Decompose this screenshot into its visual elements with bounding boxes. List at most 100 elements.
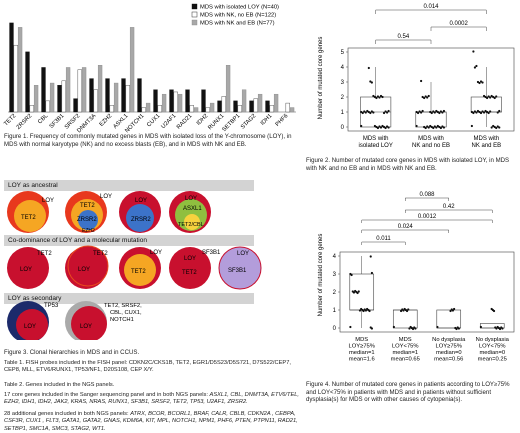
bar xyxy=(221,96,226,113)
bar xyxy=(269,105,274,113)
data-point xyxy=(470,110,473,114)
median-mean-label: median=1 xyxy=(392,350,418,356)
p-value-label: 0.0002 xyxy=(449,21,468,27)
data-point xyxy=(442,109,446,113)
clone-label: TET2, SRSF2, xyxy=(104,303,142,309)
x-tick-label: U2AF1 xyxy=(160,113,177,130)
p-bracket xyxy=(375,9,487,14)
data-point xyxy=(392,325,395,329)
p-value-label: 0.088 xyxy=(419,192,435,198)
plot-frame xyxy=(347,47,515,132)
data-point xyxy=(369,326,372,329)
x-tick-label: PHF6 xyxy=(275,113,290,128)
bar xyxy=(217,100,222,113)
data-point xyxy=(498,109,501,113)
median-mean-label: median=0 xyxy=(479,350,505,356)
x-tick-label: RAD21 xyxy=(176,113,193,130)
bar xyxy=(177,93,183,113)
clone-label: LOY xyxy=(185,196,197,202)
fig3-section-codominance: Co-dominance of LOY and a molecular muta… xyxy=(4,235,254,246)
bar xyxy=(65,67,71,113)
x-group-label: LOY≥75% xyxy=(436,344,462,350)
bar xyxy=(285,102,290,113)
y-tick-label: 0 xyxy=(333,326,337,332)
clone-label: LOY xyxy=(237,251,249,257)
bar xyxy=(289,107,295,113)
codom-1: TET2 LOY xyxy=(7,247,52,289)
fig2-caption: Figure 2. Number of mutated core genes i… xyxy=(306,157,510,172)
x-group-label: LOY≥75% xyxy=(349,344,375,350)
x-tick-label: TET2 xyxy=(3,113,17,127)
median-mean-label: median=0 xyxy=(436,350,462,356)
data-point xyxy=(363,308,366,311)
data-point xyxy=(441,125,444,128)
codom-5: SF3B1 LOY xyxy=(218,246,262,290)
bar xyxy=(41,67,46,113)
clone-loy-tet2-zrsr2-ezh2: LOY TET2 ZRSR2 EZH2 xyxy=(65,191,112,234)
p-value-label: 0.024 xyxy=(398,224,414,230)
core-genes-intro: 17 core genes included in the Sanger seq… xyxy=(4,392,208,398)
additional-genes-note: 28 additional genes included in both NGS… xyxy=(4,411,304,433)
y-tick-label: 1 xyxy=(333,308,337,314)
data-point xyxy=(490,94,493,98)
bar xyxy=(253,98,258,113)
x-tick-label: CUX1 xyxy=(146,113,161,128)
data-point xyxy=(439,110,442,113)
p-value-label: 0.54 xyxy=(397,34,409,40)
clone-label: LOY xyxy=(24,324,36,330)
bar xyxy=(137,78,142,113)
bar xyxy=(209,102,215,113)
data-point xyxy=(409,325,412,329)
p-bracket xyxy=(375,39,432,44)
data-point xyxy=(378,125,381,128)
bar xyxy=(125,85,130,113)
x-group-label: MDS with xyxy=(473,136,499,142)
data-point xyxy=(492,124,495,128)
box xyxy=(436,309,462,329)
data-point xyxy=(360,307,363,311)
data-point xyxy=(479,80,483,83)
data-point xyxy=(382,111,386,115)
median-mean-label: mean=1.6 xyxy=(349,357,375,363)
data-point xyxy=(449,309,452,313)
y-tick-label: 4 xyxy=(341,65,345,71)
data-point xyxy=(421,95,424,99)
data-point xyxy=(496,125,499,128)
data-point xyxy=(496,111,499,114)
data-point xyxy=(496,325,499,329)
x-group-label: MDS with xyxy=(363,136,389,142)
p-value-label: 0.0012 xyxy=(418,214,437,220)
data-point xyxy=(408,327,411,330)
bar xyxy=(25,51,30,113)
data-point xyxy=(453,307,456,311)
data-point xyxy=(369,80,372,83)
x-tick-label: SETBP1 xyxy=(221,113,241,133)
clone-label: TET2 xyxy=(182,270,197,276)
clone-label: ZRSR2 xyxy=(131,217,151,223)
bar xyxy=(121,78,126,113)
bar xyxy=(237,105,242,113)
data-point xyxy=(473,110,477,113)
clone-label: CBL, CUX1, xyxy=(110,310,142,316)
x-group-label: MDS xyxy=(355,337,368,343)
clone-label: LOY xyxy=(100,194,112,200)
data-point xyxy=(473,66,477,69)
fig3-section-secondary: LOY as secondary xyxy=(4,293,254,304)
data-point xyxy=(470,124,473,128)
data-point xyxy=(360,124,363,128)
data-point xyxy=(476,109,480,113)
clone-loy-asxl1-tet2cbl: LOY ASXL1 TET2/CBL xyxy=(169,191,211,233)
fig1-caption: Figure 1. Frequency of commonly mutated … xyxy=(4,133,292,148)
clone-label: TET2 xyxy=(21,215,36,221)
codom-2: LOY TET2 xyxy=(65,245,109,289)
bar xyxy=(61,80,66,113)
data-point xyxy=(399,309,403,313)
clone-label: LOY xyxy=(42,198,54,204)
bar xyxy=(225,65,231,113)
data-point xyxy=(489,110,492,113)
data-point xyxy=(436,325,439,329)
clone-label: LOY xyxy=(78,267,90,273)
clone-label: TP53 xyxy=(44,303,59,309)
y-tick-label: 5 xyxy=(341,50,345,56)
data-point xyxy=(435,109,438,113)
